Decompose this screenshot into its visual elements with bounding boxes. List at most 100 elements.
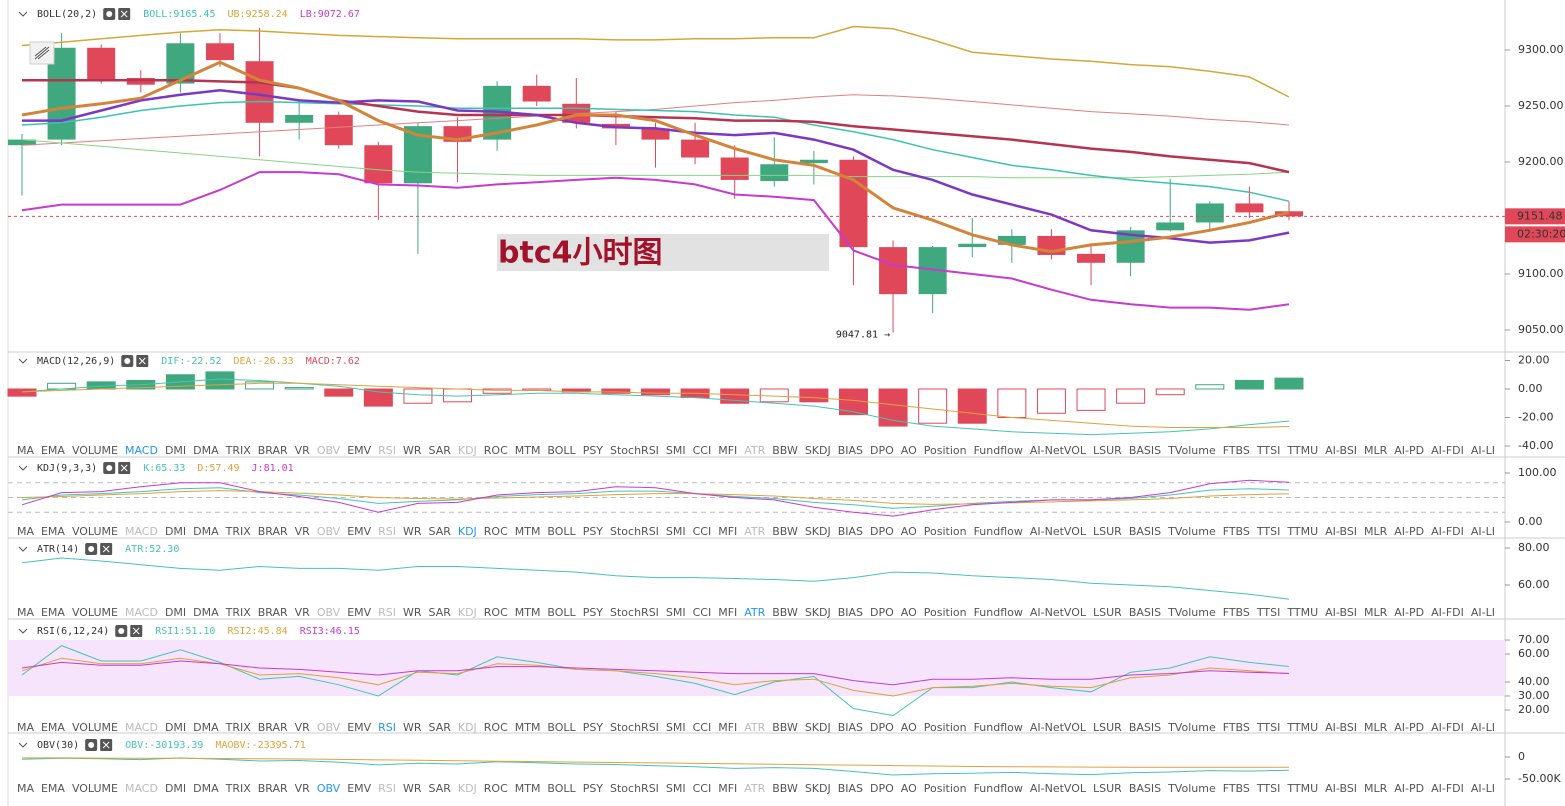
- indicator-tab[interactable]: OBV: [317, 444, 341, 457]
- indicator-tab[interactable]: DMI: [165, 606, 186, 619]
- indicator-tab[interactable]: DMA: [193, 525, 219, 538]
- indicator-tab[interactable]: TTSI: [1256, 606, 1280, 619]
- indicator-tab[interactable]: BASIS: [1129, 444, 1161, 457]
- indicator-tab[interactable]: DMA: [193, 721, 219, 734]
- indicator-tab[interactable]: AI-LI: [1471, 525, 1495, 538]
- indicator-tab[interactable]: AO: [901, 721, 917, 734]
- indicator-tab[interactable]: OBV: [317, 606, 341, 619]
- collapse-icon[interactable]: [18, 742, 28, 748]
- indicator-tab[interactable]: AI-FDI: [1431, 721, 1464, 734]
- indicator-tab[interactable]: TRIX: [225, 444, 252, 457]
- indicator-tab[interactable]: WR: [403, 782, 422, 795]
- indicator-tab[interactable]: TRIX: [225, 782, 252, 795]
- indicator-tab[interactable]: BRAR: [258, 606, 288, 619]
- indicator-tab[interactable]: DMA: [193, 444, 219, 457]
- indicator-tab[interactable]: MTM: [515, 444, 541, 457]
- indicator-tab[interactable]: MFI: [718, 782, 737, 795]
- indicator-tab[interactable]: MACD: [125, 444, 158, 457]
- indicator-tab[interactable]: EMA: [41, 444, 65, 457]
- indicator-tab[interactable]: AO: [901, 444, 917, 457]
- indicator-tab[interactable]: BIAS: [838, 444, 863, 457]
- indicator-tab[interactable]: MLR: [1364, 606, 1388, 619]
- indicator-tab[interactable]: AI-NetVOL: [1030, 782, 1087, 795]
- indicator-tab[interactable]: StochRSI: [610, 782, 659, 795]
- indicator-tab[interactable]: AI-LI: [1471, 444, 1495, 457]
- indicator-tab[interactable]: KDJ: [458, 721, 477, 734]
- indicator-tab[interactable]: SAR: [429, 721, 452, 734]
- indicator-tab[interactable]: AI-FDI: [1431, 782, 1464, 795]
- indicator-tab[interactable]: OBV: [317, 721, 341, 734]
- indicator-tab[interactable]: OBV: [317, 525, 341, 538]
- indicator-tab[interactable]: VR: [295, 444, 311, 457]
- indicator-tab[interactable]: SAR: [429, 444, 452, 457]
- indicator-tab[interactable]: VOLUME: [72, 444, 118, 457]
- indicator-tab[interactable]: ATR: [744, 782, 765, 795]
- indicator-tab[interactable]: EMV: [347, 606, 371, 619]
- indicator-tab[interactable]: BOLL: [547, 525, 576, 538]
- indicator-tab[interactable]: BASIS: [1129, 525, 1161, 538]
- indicator-tab[interactable]: EMV: [347, 782, 371, 795]
- indicator-tab[interactable]: BOLL: [547, 721, 576, 734]
- indicator-tab[interactable]: AO: [901, 782, 917, 795]
- indicator-tab[interactable]: RSI: [378, 782, 396, 795]
- indicator-tab[interactable]: WR: [403, 525, 422, 538]
- indicator-tab[interactable]: AI-PD: [1394, 606, 1424, 619]
- indicator-tab[interactable]: TVolume: [1167, 606, 1216, 619]
- indicator-tab[interactable]: MACD: [125, 721, 158, 734]
- indicator-tab[interactable]: AI-BSI: [1325, 606, 1357, 619]
- indicator-tab[interactable]: MFI: [718, 606, 737, 619]
- indicator-tab[interactable]: AI-BSI: [1325, 444, 1357, 457]
- indicator-tab[interactable]: VR: [295, 782, 311, 795]
- indicator-tab[interactable]: DMI: [165, 721, 186, 734]
- indicator-tab[interactable]: SMI: [666, 782, 686, 795]
- indicator-tab[interactable]: VOLUME: [72, 782, 118, 795]
- indicator-tab[interactable]: RSI: [378, 606, 396, 619]
- indicator-tab[interactable]: AI-LI: [1471, 606, 1495, 619]
- indicator-tab[interactable]: DMI: [165, 525, 186, 538]
- indicator-tab[interactable]: Position: [924, 525, 967, 538]
- indicator-tab[interactable]: DPO: [870, 606, 894, 619]
- indicator-tab[interactable]: DPO: [870, 782, 894, 795]
- indicator-tab[interactable]: TTSI: [1256, 782, 1280, 795]
- indicator-tab[interactable]: ATR: [744, 721, 765, 734]
- indicator-tab[interactable]: DMA: [193, 782, 219, 795]
- indicator-tab[interactable]: BBW: [772, 606, 798, 619]
- indicator-tab[interactable]: AI-PD: [1394, 782, 1424, 795]
- indicator-tab[interactable]: TTMU: [1286, 444, 1318, 457]
- indicator-tab[interactable]: BIAS: [838, 721, 863, 734]
- indicator-tab[interactable]: BBW: [772, 525, 798, 538]
- indicator-tab[interactable]: TVolume: [1167, 721, 1216, 734]
- indicator-tab[interactable]: TRIX: [225, 525, 252, 538]
- indicator-tab[interactable]: AI-BSI: [1325, 782, 1357, 795]
- indicator-tab[interactable]: WR: [403, 721, 422, 734]
- indicator-tab[interactable]: StochRSI: [610, 721, 659, 734]
- indicator-tab[interactable]: SKDJ: [805, 782, 831, 795]
- indicator-tab[interactable]: LSUR: [1093, 525, 1122, 538]
- indicator-tab[interactable]: RSI: [378, 444, 396, 457]
- indicator-tab[interactable]: BRAR: [258, 782, 288, 795]
- indicator-tab[interactable]: FTBS: [1223, 721, 1250, 734]
- indicator-tab[interactable]: TTSI: [1256, 721, 1280, 734]
- indicator-tab[interactable]: MTM: [515, 606, 541, 619]
- indicator-tab[interactable]: PSY: [583, 444, 604, 457]
- indicator-tab[interactable]: SMI: [666, 721, 686, 734]
- indicator-tab[interactable]: BASIS: [1129, 782, 1161, 795]
- indicator-tab[interactable]: VR: [295, 606, 311, 619]
- indicator-tab[interactable]: EMA: [41, 606, 65, 619]
- indicator-tab[interactable]: StochRSI: [610, 444, 659, 457]
- indicator-tab[interactable]: MA: [17, 444, 34, 457]
- indicator-tab[interactable]: TVolume: [1167, 444, 1216, 457]
- indicator-tab[interactable]: BRAR: [258, 444, 288, 457]
- indicator-tab[interactable]: CCI: [693, 525, 712, 538]
- indicator-tab[interactable]: EMV: [347, 525, 371, 538]
- indicator-tab[interactable]: RSI: [378, 525, 396, 538]
- indicator-tab[interactable]: CCI: [693, 721, 712, 734]
- indicator-tab[interactable]: BRAR: [258, 525, 288, 538]
- indicator-tab[interactable]: CCI: [693, 606, 712, 619]
- indicator-tab[interactable]: VOLUME: [72, 606, 118, 619]
- indicator-tab[interactable]: AO: [901, 525, 917, 538]
- indicator-tab[interactable]: SAR: [429, 782, 452, 795]
- indicator-tab[interactable]: EMA: [41, 721, 65, 734]
- indicator-tab[interactable]: EMV: [347, 444, 371, 457]
- indicator-tab[interactable]: ATR: [744, 606, 765, 619]
